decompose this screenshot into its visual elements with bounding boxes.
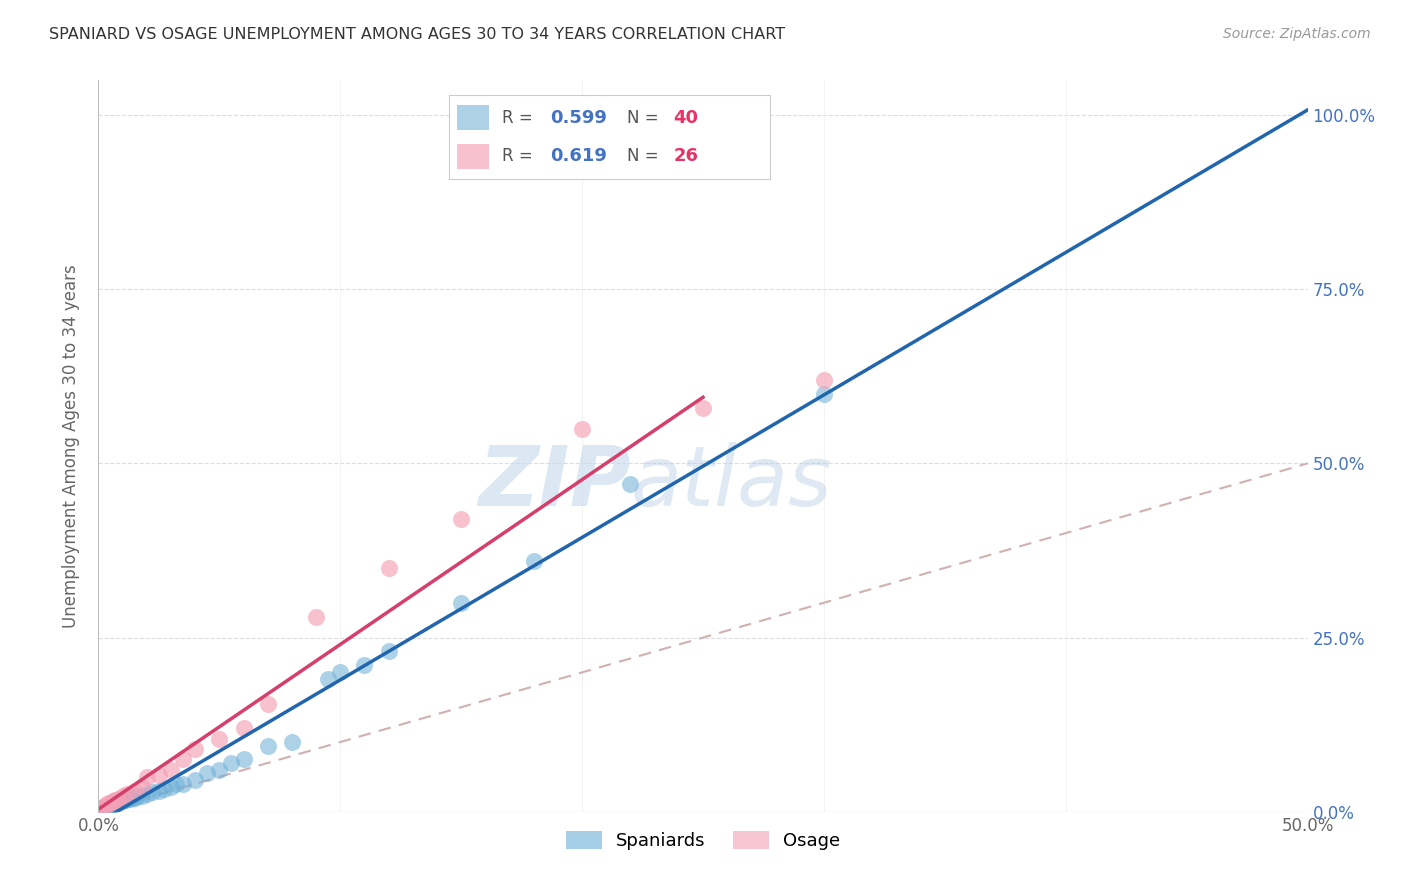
Point	[100, 799, 122, 814]
Point	[104, 793, 127, 807]
Point	[184, 742, 207, 756]
Point	[127, 789, 149, 804]
Point	[184, 773, 207, 788]
Point	[353, 658, 375, 673]
Point	[135, 770, 157, 784]
Point	[195, 766, 218, 780]
Point	[121, 790, 143, 805]
Point	[111, 794, 134, 808]
Point	[571, 421, 593, 435]
Point	[101, 794, 124, 808]
Point	[692, 401, 714, 415]
Point	[377, 561, 399, 575]
Point	[619, 477, 641, 491]
Point	[124, 784, 146, 798]
Point	[316, 673, 339, 687]
Point	[111, 789, 134, 804]
Point	[523, 554, 546, 568]
Point	[305, 609, 328, 624]
Point	[329, 665, 352, 680]
Point	[124, 790, 146, 805]
Point	[108, 794, 131, 808]
Point	[118, 792, 141, 806]
Point	[104, 797, 127, 811]
Point	[148, 784, 170, 798]
Point	[131, 780, 153, 795]
Point	[281, 735, 304, 749]
Point	[232, 752, 254, 766]
Point	[256, 739, 278, 753]
Point	[256, 697, 278, 711]
Point	[90, 801, 112, 815]
Point	[97, 800, 120, 814]
Point	[208, 731, 231, 746]
Point	[152, 782, 174, 797]
Point	[104, 796, 127, 810]
Point	[172, 777, 194, 791]
Point	[100, 797, 122, 812]
Text: SPANIARD VS OSAGE UNEMPLOYMENT AMONG AGES 30 TO 34 YEARS CORRELATION CHART: SPANIARD VS OSAGE UNEMPLOYMENT AMONG AGE…	[49, 27, 786, 42]
Point	[117, 787, 139, 801]
Point	[172, 752, 194, 766]
Text: Source: ZipAtlas.com: Source: ZipAtlas.com	[1223, 27, 1371, 41]
Point	[91, 801, 114, 815]
Point	[100, 797, 122, 811]
Point	[148, 768, 170, 782]
Point	[91, 800, 114, 814]
Point	[165, 777, 187, 791]
Point	[813, 386, 835, 401]
Y-axis label: Unemployment Among Ages 30 to 34 years: Unemployment Among Ages 30 to 34 years	[62, 264, 80, 628]
Point	[114, 793, 136, 807]
Point	[160, 780, 183, 795]
Point	[450, 596, 472, 610]
Point	[141, 785, 163, 799]
Point	[221, 756, 243, 770]
Point	[101, 797, 124, 812]
Point	[232, 721, 254, 735]
Point	[97, 797, 120, 811]
Point	[450, 512, 472, 526]
Point	[117, 792, 139, 806]
Point	[377, 644, 399, 658]
Point	[107, 796, 129, 810]
Point	[813, 373, 835, 387]
Point	[135, 787, 157, 801]
Text: atlas: atlas	[630, 442, 832, 523]
Point	[94, 797, 117, 812]
Point	[94, 801, 117, 815]
Point	[107, 792, 129, 806]
Point	[131, 789, 153, 804]
Point	[208, 763, 231, 777]
Point	[160, 763, 183, 777]
Legend: Spaniards, Osage: Spaniards, Osage	[558, 823, 848, 857]
Text: ZIP: ZIP	[478, 442, 630, 523]
